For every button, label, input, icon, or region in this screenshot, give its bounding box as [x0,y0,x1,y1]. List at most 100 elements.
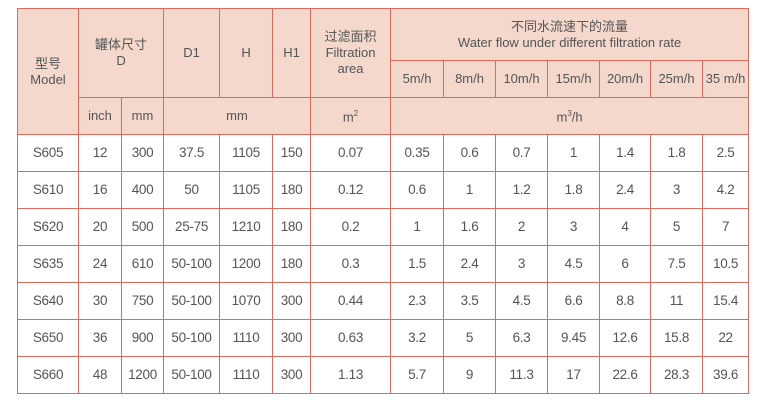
area-en2: area [337,61,364,76]
value-cell: 5.7 [390,356,445,394]
value-cell: 24 [78,245,122,283]
value-cell: 300 [272,282,312,320]
header-flow: 不同水流速下的流量 Water flow under different filt… [390,8,750,61]
value-cell: 1105 [219,171,274,209]
value-cell: 50 [163,171,221,209]
value-cell: 50-100 [163,319,221,357]
table-row: S650 36 900 50-100 1110 300 0.63 3.2 5 6.3 9.45 12.… [17,319,750,357]
value-cell: 22 [702,319,750,357]
filter-spec-table: 型号 Model 罐体尺寸 D D1 H H1 过滤面积 Filtration area… [17,8,750,394]
unit-dims-mm: mm [163,97,312,135]
value-cell: 17 [547,356,601,394]
area-zh: 过滤面积 [324,29,377,44]
value-cell: 0.7 [495,134,549,172]
table-row: S640 30 750 50-100 1070 300 0.44 2.3 3.5 4.5 6.6 8.… [17,282,750,320]
value-cell: 1070 [219,282,274,320]
value-cell: 0.2 [310,208,392,246]
header-rate: 35 m/h [702,60,750,98]
value-cell: 1200 [120,356,165,394]
value-cell: 0.44 [310,282,392,320]
value-cell: 1.8 [547,171,601,209]
value-cell: 500 [120,208,165,246]
value-cell: 50-100 [163,356,221,394]
value-cell: 1 [547,134,601,172]
value-cell: 3.5 [443,282,497,320]
value-cell: 10.5 [702,245,750,283]
value-cell: 3.2 [390,319,445,357]
unit-mm: mm [120,97,165,135]
value-cell: 36 [78,319,122,357]
value-cell: 22.6 [599,356,652,394]
value-cell: 1210 [219,208,274,246]
value-cell: 25-75 [163,208,221,246]
header-rate: 10m/h [495,60,549,98]
value-cell: 5 [443,319,497,357]
value-cell: 2.5 [702,134,750,172]
unit-flow-exp: 3 [567,109,572,119]
value-cell: 180 [272,208,312,246]
value-cell: 12.6 [599,319,652,357]
value-cell: 1200 [219,245,274,283]
table-row: S660 48 1200 50-100 1110 300 1.13 5.7 9 11.3 17 22.… [17,356,750,394]
value-cell: 1.6 [443,208,497,246]
flow-en: Water flow under different filtration ra… [457,34,682,50]
value-cell: 0.3 [310,245,392,283]
value-cell: 5 [650,208,704,246]
value-cell: 15.4 [702,282,750,320]
value-cell: 0.35 [390,134,445,172]
value-cell: 1.8 [650,134,704,172]
value-cell: 28.3 [650,356,704,394]
value-cell: 0.07 [310,134,392,172]
value-cell: 1110 [219,356,274,394]
header-rate: 25m/h [650,60,704,98]
value-cell: 6.3 [495,319,549,357]
flow-zh: 不同水流速下的流量 [511,18,629,34]
model-cell: S650 [17,319,79,357]
header-area: 过滤面积 Filtration area [310,8,392,98]
value-cell: 3 [495,245,549,283]
header-rate: 8m/h [443,60,497,98]
value-cell: 180 [272,245,312,283]
tank-zh: 罐体尺寸 [95,37,148,52]
value-cell: 2 [495,208,549,246]
value-cell: 15.8 [650,319,704,357]
table-row: S635 24 610 50-100 1200 180 0.3 1.5 2.4 3 4.5 6 7.5 1… [17,245,750,283]
header-model: 型号 Model [17,8,79,135]
unit-inch: inch [78,97,122,135]
value-cell: 50-100 [163,245,221,283]
value-cell: 37.5 [163,134,221,172]
value-cell: 6.6 [547,282,601,320]
value-cell: 3 [650,171,704,209]
value-cell: 2.4 [599,171,652,209]
model-cell: S610 [17,171,79,209]
value-cell: 1105 [219,134,274,172]
value-cell: 4.5 [547,245,601,283]
model-cell: S620 [17,208,79,246]
value-cell: 3 [547,208,601,246]
value-cell: 11.3 [495,356,549,394]
value-cell: 4.2 [702,171,750,209]
value-cell: 11 [650,282,704,320]
header-tank: 罐体尺寸 D [77,8,165,98]
value-cell: 7 [702,208,750,246]
model-en: Model [30,71,66,87]
value-cell: 0.63 [310,319,392,357]
table-row: S620 20 500 25-75 1210 180 0.2 1 1.6 2 3 4 5 7 [17,208,750,246]
value-cell: 48 [78,356,122,394]
header-rate: 5m/h [390,60,445,98]
value-cell: 180 [272,171,312,209]
unit-area-base: m [342,109,354,125]
value-cell: 9 [443,356,497,394]
value-cell: 16 [78,171,122,209]
model-cell: S660 [17,356,79,394]
value-cell: 0.6 [390,171,445,209]
unit-flow: m3/h [390,97,750,135]
value-cell: 300 [272,319,312,357]
value-cell: 0.6 [443,134,497,172]
value-cell: 610 [120,245,165,283]
model-cell: S605 [17,134,79,172]
table-row: S605 12 300 37.5 1105 150 0.07 0.35 0.6 0.7 1 1.4 1.… [17,134,750,172]
value-cell: 50-100 [163,282,221,320]
value-cell: 400 [120,171,165,209]
header-rate: 20m/h [599,60,652,98]
